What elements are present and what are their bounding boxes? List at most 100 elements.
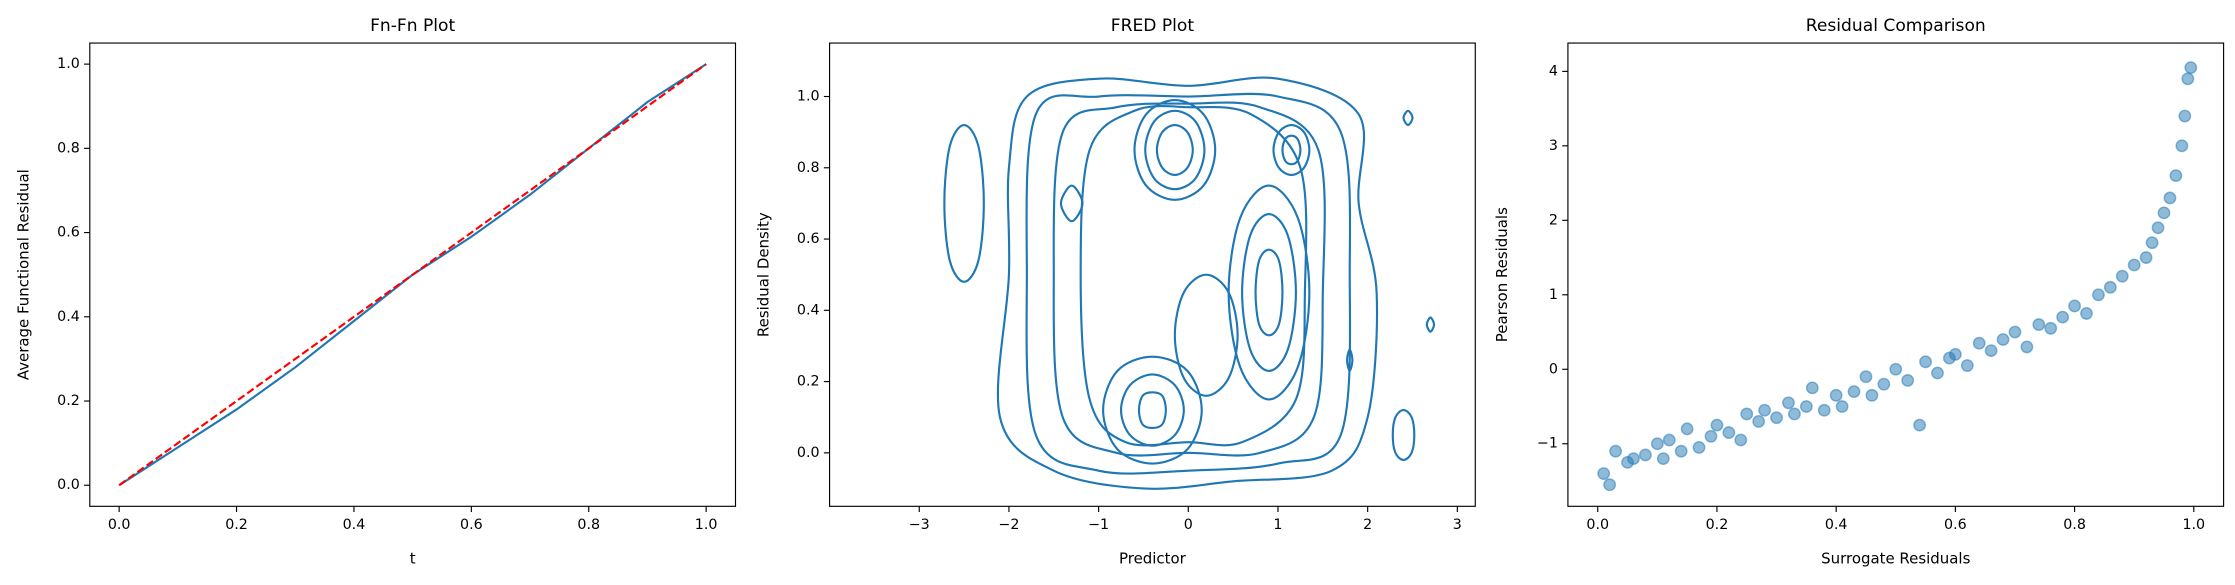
scatter-point (1710, 418, 1724, 432)
contour-line (1144, 109, 1206, 191)
scatter-point (1603, 478, 1617, 492)
x-tick-label: 1 (1273, 517, 1282, 533)
contour-line (1402, 109, 1414, 127)
x-tick-label: 0.8 (577, 517, 600, 533)
x-tick-label: 0 (1184, 517, 1193, 533)
contour-line (1137, 391, 1167, 429)
scatter-point (1817, 403, 1831, 417)
scatter-point (1722, 426, 1736, 439)
scatter-point (1805, 381, 1819, 395)
contour-line (1133, 99, 1217, 201)
x-tick-label: 0.2 (225, 517, 248, 533)
contour-line (943, 123, 985, 283)
scatter-point (1931, 366, 1944, 380)
y-tick-label: 0.0 (57, 477, 80, 493)
contour-line (1102, 355, 1203, 465)
scatter-point (2008, 325, 2022, 339)
axes-frame (829, 42, 1476, 507)
subplot: 0.0 0.2 0.4 0.6 0.8 1.0 −1 0 1 2 3 4 Residual Compar… (1493, 16, 2225, 568)
y-tick-label: 2 (1549, 212, 1558, 228)
scatter-point (1847, 385, 1861, 399)
scatter-point (2103, 280, 2117, 294)
y-tick-label: 0.0 (797, 445, 820, 461)
y-tick-label: 1 (1549, 287, 1558, 303)
x-tick-label: 0.6 (460, 517, 483, 533)
scatter-point (1984, 344, 1998, 358)
scatter-point (2068, 299, 2081, 313)
scatter-point (1758, 403, 1772, 417)
scatter-point (1960, 359, 1974, 372)
contour-line (1391, 409, 1416, 462)
y-tick-label: 0.8 (57, 140, 80, 156)
contour-line (1272, 123, 1311, 176)
x-tick-label: 0.8 (2063, 517, 2086, 533)
plot-area (1597, 61, 2198, 492)
x-tick-label: −2 (998, 517, 1019, 533)
y-tick-label: 1.0 (797, 89, 820, 105)
scatter-point (1919, 355, 1932, 369)
contour-line (1227, 184, 1311, 401)
y-axis-label: Average Functional Residual (15, 169, 33, 380)
scatter-point (2032, 318, 2046, 331)
scatter-point (1674, 444, 1688, 458)
x-axis-label: Surrogate Residuals (1821, 550, 1970, 568)
y-tick-label: 0.4 (57, 309, 80, 325)
x-tick-label: 3 (1453, 517, 1462, 533)
x-tick-label: −3 (909, 517, 930, 533)
scatter-point (1638, 448, 1652, 462)
x-tick-label: 2 (1363, 517, 1372, 533)
scatter-point (1770, 411, 1783, 425)
chart-title: FRED Plot (1111, 16, 1195, 36)
contour-line (1254, 248, 1284, 337)
scatter-point (1597, 467, 1611, 480)
contour-line (1425, 316, 1436, 333)
data-line (118, 63, 707, 487)
x-axis-label: Predictor (1119, 550, 1187, 568)
x-tick-label: 1.0 (2182, 517, 2205, 533)
scatter-point (1835, 400, 1849, 413)
contour-line (1119, 373, 1185, 447)
scatter-point (1972, 336, 1986, 350)
scatter-point (1799, 400, 1813, 413)
contour-line (996, 76, 1379, 490)
x-axis-label: t (410, 550, 416, 568)
scatter-point (1996, 333, 2010, 346)
scatter-point (1627, 452, 1640, 466)
scatter-point (2184, 61, 2198, 75)
chart-title: Residual Comparison (1806, 16, 1986, 36)
y-tick-label: 4 (1549, 63, 1558, 79)
scatter-point (2157, 206, 2171, 220)
scatter-point (2163, 191, 2177, 205)
x-tick-label: 0.6 (1944, 517, 1967, 533)
scatter-point (1692, 441, 1706, 454)
scatter-point (1788, 407, 1801, 421)
scatter-point (1829, 388, 1843, 402)
scatter-point (1704, 429, 1718, 443)
scatter-point (2127, 258, 2141, 272)
scatter-point (1859, 370, 1873, 384)
y-tick-label: 0.6 (797, 231, 820, 247)
plot-area (118, 63, 707, 487)
scatter-point (1752, 414, 1766, 428)
axes-frame (1567, 42, 2225, 507)
y-tick-label: 0.2 (57, 393, 80, 409)
axes-frame (89, 42, 737, 507)
scatter-point (1740, 407, 1754, 421)
scatter-point (1662, 433, 1676, 447)
scatter-point (2092, 288, 2105, 302)
plot-area (943, 76, 1436, 490)
y-tick-label: −1 (1537, 436, 1558, 452)
scatter-point (1680, 422, 1694, 436)
scatter-point (2145, 236, 2159, 250)
contour-line (1059, 184, 1084, 223)
scatter-point (1734, 433, 1748, 447)
contour-line (1345, 348, 1354, 372)
y-tick-label: 1.0 (57, 56, 80, 72)
scatter-point (1877, 377, 1891, 391)
scatter-point (1889, 362, 1903, 376)
y-tick-label: 0.2 (797, 374, 820, 390)
scatter-point (1901, 374, 1915, 387)
scatter-point (2044, 321, 2058, 335)
contour-line (1281, 134, 1302, 166)
